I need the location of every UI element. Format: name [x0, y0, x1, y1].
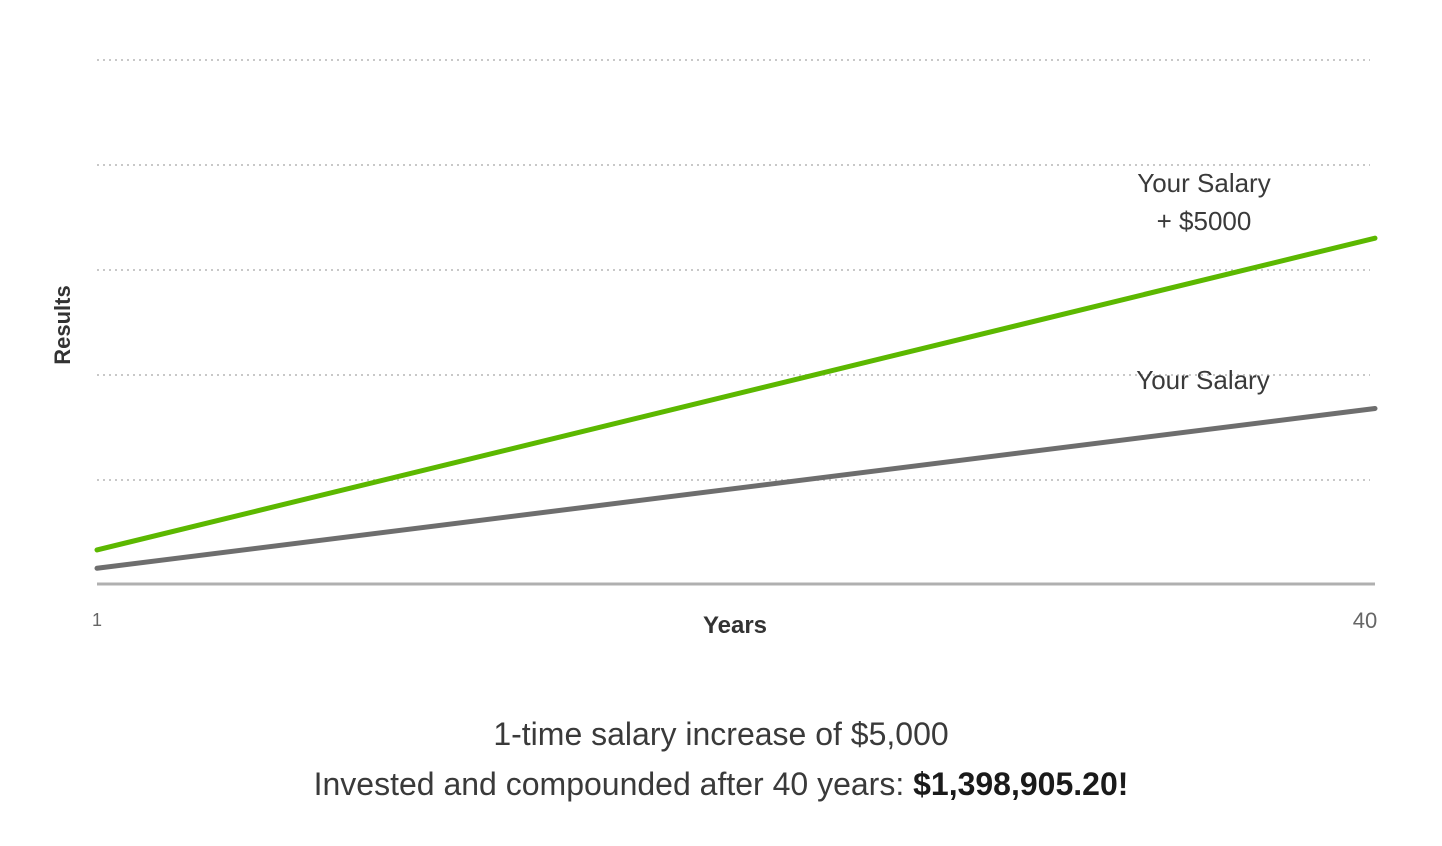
caption-result: Invested and compounded after 40 years: … [0, 766, 1442, 803]
series-lines [94, 235, 1378, 571]
series-label-salary-plus-5000: Your Salary + $5000 [1137, 168, 1270, 236]
series-line-salary [94, 405, 1378, 571]
caption-result-amount: $1,398,905.20! [913, 766, 1129, 802]
series-line-salary-plus-5000 [94, 235, 1378, 553]
caption-summary: 1-time salary increase of $5,000 [493, 716, 949, 752]
y-axis-label: Results [50, 285, 75, 364]
x-tick-label-start: 1 [92, 610, 102, 630]
series-labels: Your Salary + $5000 Your Salary [1136, 168, 1270, 395]
x-axis-label: Years [703, 612, 767, 639]
x-tick-label-end: 40 [1353, 608, 1377, 633]
series-label-salary: Your Salary [1136, 365, 1269, 395]
grid-lines [97, 59, 1370, 481]
caption-result-prefix: Invested and compounded after 40 years: [313, 766, 914, 802]
